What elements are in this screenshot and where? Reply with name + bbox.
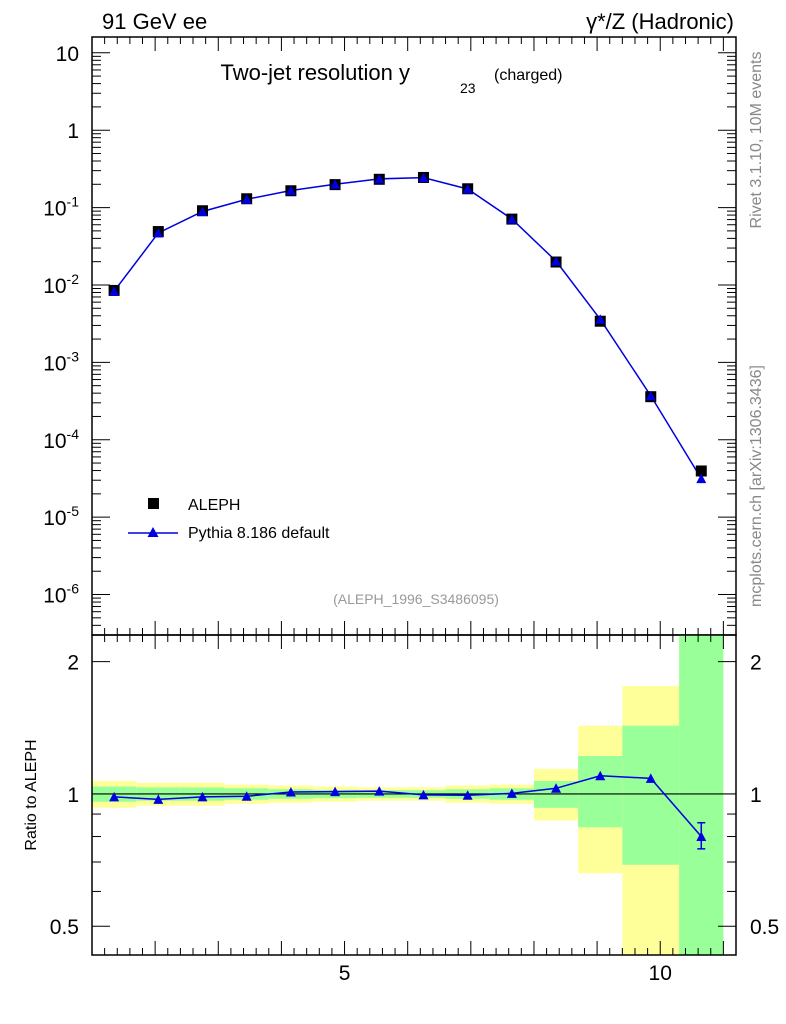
ratio-data-point — [241, 791, 252, 801]
ratio-y-tick-label-right: 0.5 — [750, 916, 779, 939]
tick-exponent: -4 — [67, 426, 80, 442]
ratio-plot-panel: 0.5 0.5 1 1 2 2 5 10 Ratio to ALEPH — [23, 634, 779, 985]
ratio-line — [114, 775, 702, 838]
tick-exponent: -2 — [67, 271, 80, 287]
ratio-x-tick-label: 5 — [339, 962, 351, 985]
pythia-data-point — [462, 183, 473, 194]
tick-mantissa: 10 — [43, 430, 66, 453]
ratio-data-point — [374, 786, 385, 796]
main-y-tick-label: 10-6 — [43, 581, 79, 608]
plot-title-main: Two-jet resolution y — [220, 60, 410, 85]
main-axis-ticks — [92, 37, 736, 636]
ratio-y-tick-labels: 0.5 0.5 1 1 2 2 — [50, 652, 779, 940]
pythia-data-point — [197, 206, 208, 216]
main-y-tick-label: 10-5 — [43, 503, 79, 530]
pythia-data-point — [109, 286, 120, 296]
tick-mantissa: 10 — [43, 198, 66, 221]
tick-mantissa: 10 — [56, 43, 79, 66]
tick-exponent: -1 — [67, 194, 80, 210]
tick-mantissa: 10 — [43, 275, 66, 298]
main-y-tick-label: 10-4 — [43, 426, 79, 453]
tick-mantissa: 10 — [43, 585, 66, 608]
header-right-label: γ*/Z (Hadronic) — [586, 9, 734, 34]
header-left-label: 91 GeV ee — [102, 9, 207, 34]
pythia-line — [113, 176, 702, 479]
ratio-band-green — [679, 635, 724, 955]
legend-pythia-marker — [147, 527, 159, 537]
ratio-y-axis-label: Ratio to ALEPH — [23, 739, 40, 850]
main-y-tick-label: 10-1 — [43, 194, 79, 221]
tick-mantissa: 10 — [43, 507, 66, 530]
ratio-axis-ticks — [92, 635, 736, 955]
ratio-band-green — [622, 725, 680, 865]
pythia-data-point — [418, 172, 429, 183]
main-series-layer — [108, 171, 707, 484]
pythia-data-point — [696, 473, 707, 484]
pythia-data-point — [551, 256, 562, 266]
ratio-data-point — [109, 791, 120, 802]
analysis-tag: (ALEPH_1996_S3486095) — [333, 591, 499, 607]
ratio-data-point — [462, 790, 473, 800]
pythia-data-point — [506, 213, 517, 224]
tick-exponent: -5 — [67, 503, 80, 519]
main-y-tick-label: 10 — [56, 43, 79, 66]
ratio-data-point — [330, 786, 341, 797]
tick-mantissa: 10 — [43, 352, 66, 375]
ratio-data-point — [418, 789, 429, 800]
ratio-band-green — [578, 755, 623, 828]
ratio-data-point — [197, 791, 208, 802]
tick-exponent: -6 — [67, 581, 80, 597]
plot-title: Two-jet resolution y — [220, 60, 410, 85]
pythia-data-point — [153, 227, 164, 238]
ratio-data-point — [551, 783, 562, 793]
legend-aleph-label: ALEPH — [188, 497, 240, 514]
pythia-data-point — [595, 314, 606, 324]
pythia-data-point — [330, 179, 341, 189]
ratio-data-point — [696, 831, 707, 842]
ratio-data-point — [153, 794, 164, 804]
main-y-tick-label: 10-3 — [43, 348, 79, 375]
rivet-version-label: Rivet 3.1.10, 10M events — [748, 52, 765, 229]
ratio-uncertainty-bands — [92, 635, 724, 955]
tick-exponent: -3 — [67, 348, 80, 364]
ratio-data-point — [285, 787, 296, 797]
tick-mantissa: 1 — [67, 120, 79, 143]
plot-title-extra: (charged) — [494, 67, 562, 84]
pythia-data-point — [285, 185, 296, 196]
ratio-series-layer — [109, 770, 707, 850]
ratio-plot-frame — [91, 634, 737, 956]
ratio-y-tick-label: 2 — [67, 652, 79, 675]
main-plot-frame — [91, 36, 737, 636]
main-y-tick-label: 1 — [67, 120, 79, 143]
main-y-tick-label: 10-2 — [43, 271, 79, 298]
ratio-x-tick-label: 10 — [649, 962, 672, 985]
pythia-data-point — [374, 173, 385, 184]
ratio-data-point — [645, 773, 656, 783]
ratio-data-point — [506, 788, 517, 798]
pythia-data-point — [241, 194, 252, 204]
legend-aleph-marker — [148, 498, 159, 509]
ratio-y-tick-label: 0.5 — [50, 916, 79, 939]
aleph-data-point — [695, 465, 707, 477]
mcplots-label: mcplots.cern.ch [arXiv:1306.3436] — [748, 365, 765, 607]
ratio-x-tick-labels: 5 10 — [339, 962, 672, 985]
ratio-y-tick-label-right: 1 — [750, 784, 762, 807]
ratio-y-tick-label-right: 2 — [750, 652, 762, 675]
ratio-data-point — [595, 770, 606, 781]
legend: ALEPH Pythia 8.186 default — [128, 497, 330, 542]
legend-pythia-label: Pythia 8.186 default — [188, 525, 330, 542]
plot-title-subscript: 23 — [460, 80, 476, 96]
ratio-y-tick-label: 1 — [67, 784, 79, 807]
pythia-data-point — [645, 390, 656, 401]
